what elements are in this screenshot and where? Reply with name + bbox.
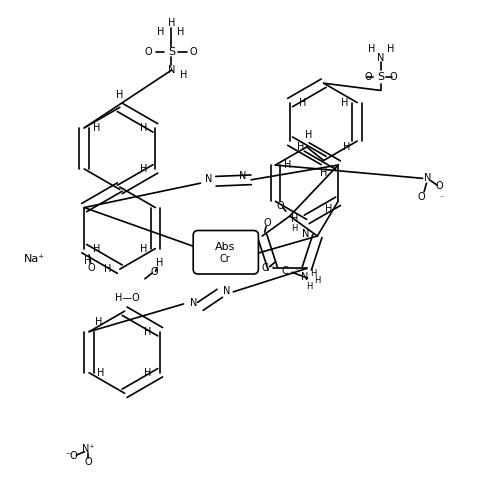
Text: H: H	[140, 123, 147, 133]
Text: S: S	[168, 47, 175, 57]
Text: H: H	[116, 90, 124, 100]
Text: N: N	[424, 173, 431, 183]
Text: H: H	[156, 27, 164, 37]
Text: H: H	[144, 327, 152, 337]
Text: O: O	[436, 181, 443, 191]
Text: O: O	[263, 218, 271, 227]
Text: H: H	[144, 368, 152, 378]
Text: H: H	[310, 269, 316, 278]
Text: O: O	[145, 47, 153, 57]
Text: O: O	[276, 201, 284, 211]
Text: H: H	[325, 203, 332, 214]
Text: S: S	[377, 72, 384, 82]
Text: H: H	[140, 164, 147, 174]
Text: C: C	[282, 266, 288, 276]
FancyBboxPatch shape	[193, 230, 258, 274]
Text: H—O: H—O	[114, 293, 140, 303]
Text: H: H	[177, 27, 185, 37]
Text: N: N	[239, 171, 246, 181]
Text: H: H	[291, 224, 298, 233]
Text: H: H	[95, 317, 102, 327]
Text: O: O	[87, 263, 95, 273]
Text: H: H	[291, 215, 298, 224]
Text: Na⁺: Na⁺	[24, 254, 45, 265]
Text: Abs: Abs	[214, 243, 235, 252]
Text: N⁺: N⁺	[82, 444, 95, 454]
Text: H: H	[284, 160, 291, 170]
Text: N: N	[205, 174, 213, 184]
Text: H: H	[341, 98, 349, 107]
Text: O: O	[85, 457, 92, 467]
Text: H: H	[297, 142, 304, 152]
Text: ⁻: ⁻	[295, 267, 299, 275]
Text: H: H	[140, 244, 147, 254]
Text: H: H	[368, 45, 376, 54]
Text: N: N	[168, 65, 175, 75]
Text: O: O	[151, 267, 158, 276]
Text: O: O	[364, 72, 372, 82]
Text: H: H	[305, 130, 313, 140]
Text: H: H	[85, 256, 92, 266]
Text: ⁻: ⁻	[440, 193, 444, 202]
Text: H: H	[156, 258, 163, 269]
Text: N: N	[301, 272, 308, 282]
Text: H: H	[93, 123, 100, 133]
Text: H: H	[306, 282, 312, 291]
Text: O: O	[418, 192, 426, 202]
Text: Cr: Cr	[219, 254, 230, 265]
Text: H: H	[168, 18, 175, 28]
Text: H: H	[343, 142, 350, 152]
Text: H: H	[98, 368, 105, 378]
Text: H: H	[320, 168, 327, 177]
Text: H: H	[386, 45, 394, 54]
Text: O: O	[189, 47, 197, 57]
Text: H: H	[180, 70, 187, 80]
Text: C: C	[261, 263, 268, 273]
Text: N: N	[377, 52, 384, 63]
Text: H: H	[104, 264, 112, 274]
Text: ⁻: ⁻	[269, 264, 274, 272]
Text: H: H	[314, 276, 321, 285]
Text: N: N	[301, 229, 309, 239]
Text: ⁻O: ⁻O	[65, 451, 78, 461]
Text: O: O	[390, 72, 398, 82]
Text: H: H	[298, 98, 306, 107]
Text: N: N	[189, 298, 197, 308]
Text: N: N	[223, 286, 231, 296]
Text: H: H	[93, 244, 100, 254]
